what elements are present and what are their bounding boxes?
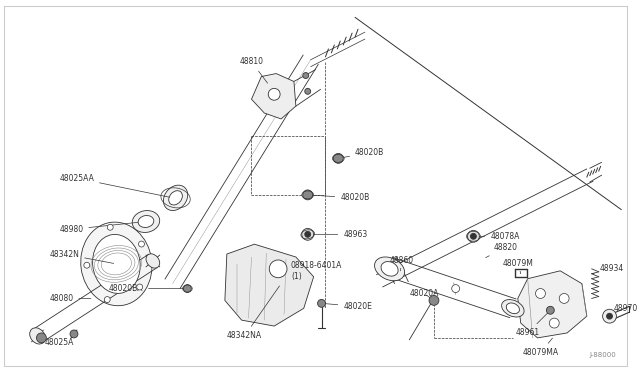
Text: 48020B: 48020B xyxy=(310,193,369,202)
Text: 48020E: 48020E xyxy=(324,302,372,311)
Circle shape xyxy=(549,318,559,328)
Polygon shape xyxy=(33,254,157,343)
Circle shape xyxy=(559,294,569,303)
Circle shape xyxy=(303,190,313,200)
Circle shape xyxy=(305,231,310,237)
Text: 48860: 48860 xyxy=(390,256,413,271)
Ellipse shape xyxy=(381,262,398,276)
Text: 48080: 48080 xyxy=(49,294,91,303)
Circle shape xyxy=(268,89,280,100)
Ellipse shape xyxy=(93,234,140,294)
Text: 48963: 48963 xyxy=(310,230,367,239)
Circle shape xyxy=(452,285,460,292)
Circle shape xyxy=(303,73,308,78)
Polygon shape xyxy=(225,244,314,326)
Text: 48020BA: 48020BA xyxy=(109,284,184,293)
Text: 48810: 48810 xyxy=(239,57,268,83)
Text: N: N xyxy=(275,266,281,272)
Text: J-88000: J-88000 xyxy=(589,352,616,357)
Ellipse shape xyxy=(146,254,159,268)
Ellipse shape xyxy=(502,299,524,317)
Ellipse shape xyxy=(138,215,154,228)
Ellipse shape xyxy=(132,211,160,232)
Polygon shape xyxy=(376,169,593,287)
Polygon shape xyxy=(518,271,587,338)
Text: 48820: 48820 xyxy=(486,243,517,258)
Circle shape xyxy=(607,313,612,319)
Ellipse shape xyxy=(169,191,182,205)
Text: 48934: 48934 xyxy=(592,264,624,274)
Circle shape xyxy=(467,230,479,242)
Circle shape xyxy=(36,333,46,343)
Polygon shape xyxy=(387,257,516,318)
Circle shape xyxy=(104,296,110,302)
Text: 48020A: 48020A xyxy=(410,289,438,299)
Circle shape xyxy=(70,330,78,338)
Text: 48025A: 48025A xyxy=(44,334,74,347)
Ellipse shape xyxy=(374,257,404,281)
Polygon shape xyxy=(252,74,296,119)
Text: 48079M: 48079M xyxy=(503,259,534,274)
Circle shape xyxy=(184,285,191,292)
Circle shape xyxy=(547,306,554,314)
Text: 48961: 48961 xyxy=(516,312,548,337)
Text: 48980: 48980 xyxy=(59,222,143,234)
Text: 48078A: 48078A xyxy=(476,232,520,241)
Polygon shape xyxy=(165,55,318,288)
Text: 48970: 48970 xyxy=(609,304,637,316)
Circle shape xyxy=(317,299,326,307)
Circle shape xyxy=(137,284,143,290)
Circle shape xyxy=(108,224,113,230)
Circle shape xyxy=(302,228,314,240)
Circle shape xyxy=(138,241,145,247)
Text: 48342N: 48342N xyxy=(49,250,114,263)
Text: 48020B: 48020B xyxy=(341,148,384,158)
Text: 48079MA: 48079MA xyxy=(522,338,559,357)
Ellipse shape xyxy=(506,303,520,314)
Circle shape xyxy=(269,260,287,278)
Circle shape xyxy=(536,289,545,298)
Ellipse shape xyxy=(29,328,45,344)
Text: 08918-6401A
(1): 08918-6401A (1) xyxy=(281,261,342,280)
Ellipse shape xyxy=(81,222,152,306)
Circle shape xyxy=(470,233,476,239)
Ellipse shape xyxy=(163,185,188,211)
Circle shape xyxy=(333,154,343,163)
Circle shape xyxy=(603,309,616,323)
Text: 48342NA: 48342NA xyxy=(227,286,280,340)
Circle shape xyxy=(305,89,310,94)
Text: 48025AA: 48025AA xyxy=(59,174,170,197)
Circle shape xyxy=(84,262,90,268)
Circle shape xyxy=(429,295,439,305)
